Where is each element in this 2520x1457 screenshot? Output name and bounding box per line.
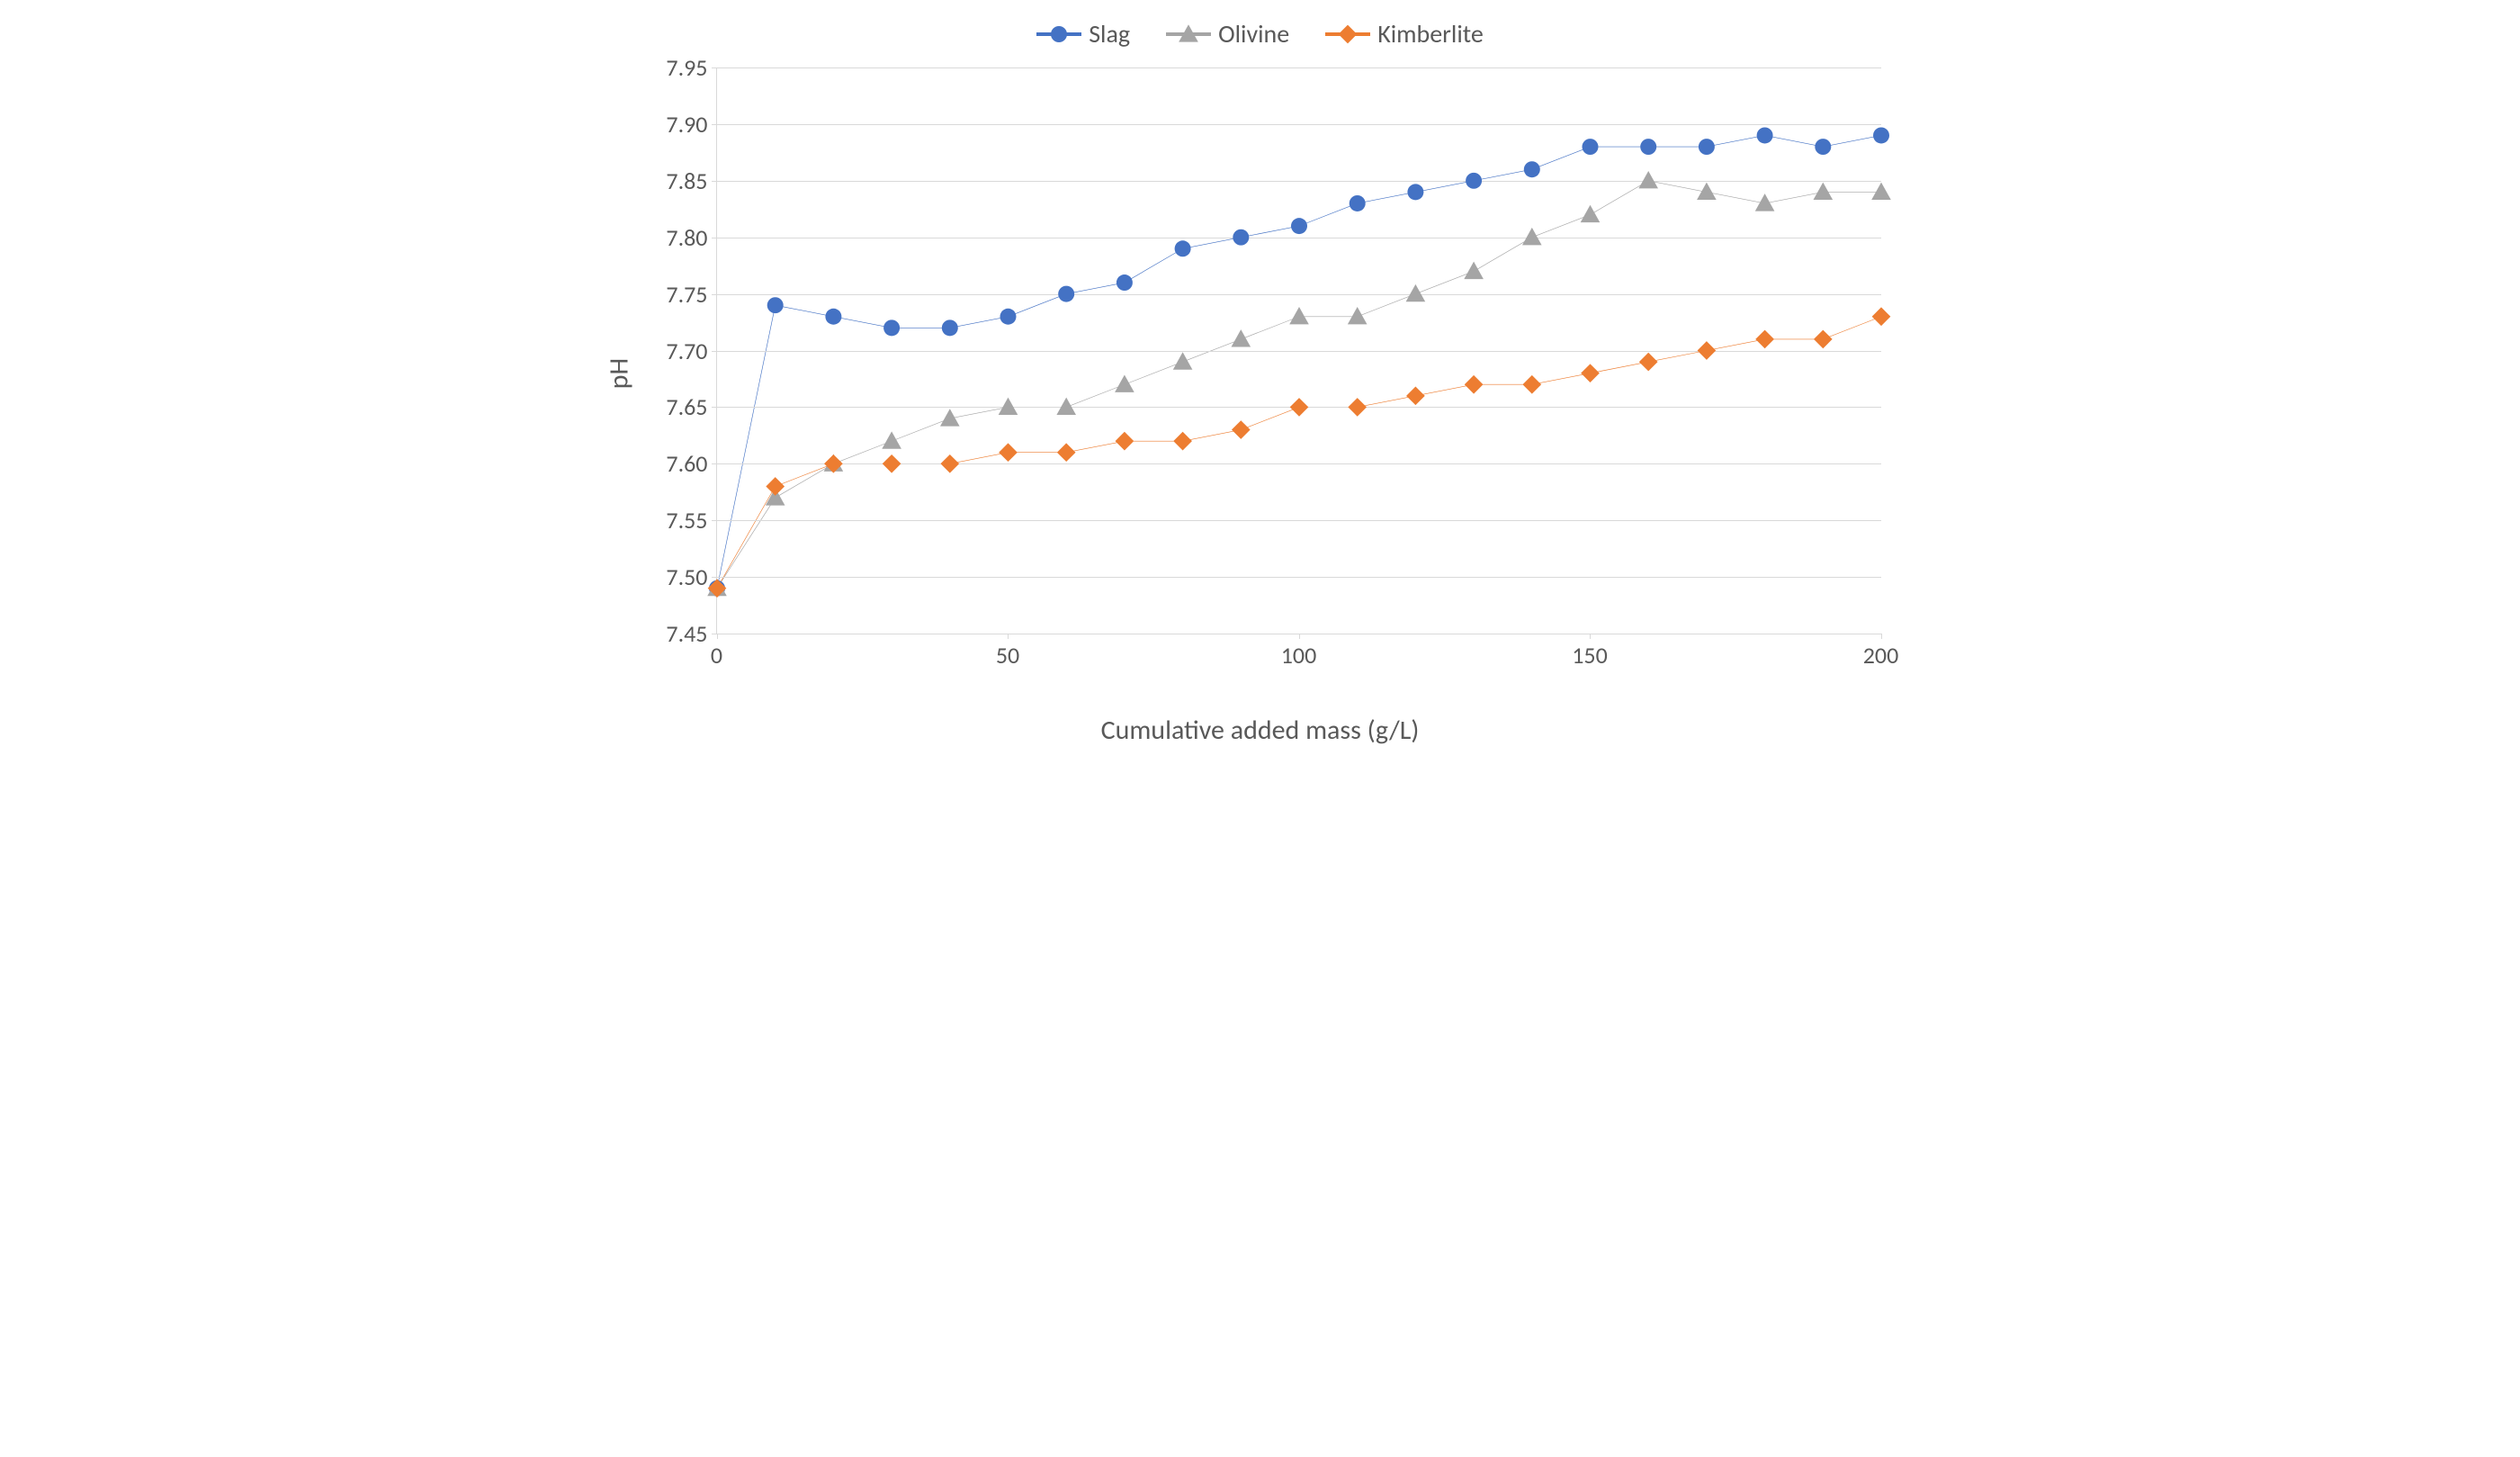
series-marker-slag [1058, 286, 1074, 302]
series-marker-slag [1582, 139, 1598, 155]
series-marker-olivine [940, 409, 960, 426]
legend-item-olivine: Olivine [1166, 18, 1289, 49]
series-marker-kimberlite [1638, 353, 1657, 372]
x-tick-label: 0 [711, 634, 722, 670]
series-marker-slag [767, 297, 783, 313]
series-marker-kimberlite [1755, 330, 1774, 349]
legend-label: Kimberlite [1377, 18, 1484, 49]
series-marker-kimberlite [1697, 341, 1716, 360]
y-tick-label: 7.65 [666, 392, 716, 421]
chart-markers [717, 67, 1881, 634]
series-marker-kimberlite [1056, 443, 1075, 462]
series-marker-kimberlite [1522, 375, 1541, 394]
series-marker-slag [1640, 139, 1656, 155]
series-marker-slag [1233, 229, 1249, 246]
series-marker-olivine [1464, 262, 1484, 279]
y-tick-label: 7.85 [666, 166, 716, 195]
series-marker-olivine [1871, 183, 1891, 200]
series-marker-kimberlite [940, 454, 959, 473]
series-marker-olivine [1405, 284, 1425, 301]
legend-item-slag: Slag [1036, 18, 1130, 49]
series-marker-slag [1174, 240, 1190, 256]
series-marker-olivine [1813, 183, 1833, 200]
y-tick-label: 7.90 [666, 110, 716, 139]
y-tick-label: 7.75 [666, 280, 716, 309]
series-marker-kimberlite [1406, 386, 1425, 405]
y-tick-label: 7.45 [666, 619, 716, 648]
series-marker-slag [941, 319, 957, 336]
series-marker-olivine [1056, 398, 1076, 415]
series-marker-slag [1116, 274, 1132, 291]
series-marker-slag [1407, 184, 1423, 200]
y-tick-label: 7.60 [666, 449, 716, 478]
y-tick-label: 7.80 [666, 223, 716, 252]
series-marker-kimberlite [1464, 375, 1483, 394]
series-marker-slag [1466, 173, 1482, 189]
series-marker-olivine [1697, 183, 1717, 200]
legend-item-kimberlite: Kimberlite [1325, 18, 1484, 49]
series-marker-olivine [1638, 171, 1658, 188]
series-marker-kimberlite [1289, 398, 1308, 417]
legend-label: Slag [1089, 18, 1130, 49]
y-tick-label: 7.70 [666, 337, 716, 365]
series-marker-olivine [1580, 205, 1600, 222]
series-marker-olivine [1289, 307, 1309, 324]
series-marker-slag [1291, 218, 1307, 234]
legend-label: Olivine [1218, 18, 1289, 49]
x-tick-label: 100 [1281, 634, 1317, 670]
series-marker-kimberlite [1581, 364, 1600, 382]
series-marker-slag [883, 319, 900, 336]
x-tick-label: 150 [1572, 634, 1608, 670]
series-marker-slag [1523, 161, 1539, 177]
series-marker-olivine [1754, 193, 1774, 211]
x-tick-label: 200 [1863, 634, 1899, 670]
chart-container: Slag Olivine Kimberlite pH 7.457.507.557… [631, 18, 1890, 747]
y-tick-label: 7.95 [666, 53, 716, 82]
x-axis-label: Cumulative added mass (g/L) [1101, 714, 1420, 747]
y-axis-label: pH [602, 358, 635, 389]
chart-legend: Slag Olivine Kimberlite [631, 18, 1890, 49]
series-marker-slag [825, 309, 841, 325]
series-marker-kimberlite [1231, 420, 1250, 439]
series-marker-kimberlite [1813, 330, 1832, 349]
series-marker-kimberlite [1348, 398, 1367, 417]
series-marker-olivine [1522, 228, 1542, 245]
series-marker-kimberlite [766, 477, 785, 496]
series-marker-slag [1000, 309, 1016, 325]
plot-region: 7.457.507.557.607.657.707.757.807.857.90… [716, 67, 1881, 634]
series-marker-olivine [998, 398, 1018, 415]
series-marker-olivine [1115, 374, 1134, 391]
series-marker-olivine [1347, 307, 1367, 324]
plot-area: pH 7.457.507.557.607.657.707.757.807.857… [631, 67, 1890, 679]
series-marker-slag [1815, 139, 1831, 155]
series-marker-kimberlite [1173, 432, 1192, 451]
series-marker-slag [1698, 139, 1714, 155]
series-marker-kimberlite [882, 454, 901, 473]
series-marker-kimberlite [1115, 432, 1134, 451]
series-marker-slag [1349, 195, 1365, 211]
series-marker-olivine [1231, 329, 1251, 346]
y-tick-label: 7.55 [666, 506, 716, 535]
series-marker-kimberlite [999, 443, 1018, 462]
series-marker-olivine [1172, 352, 1192, 369]
x-tick-label: 50 [996, 634, 1019, 670]
series-marker-kimberlite [1871, 307, 1890, 326]
series-marker-olivine [882, 431, 901, 448]
series-marker-slag [1756, 127, 1772, 143]
series-marker-slag [1873, 127, 1889, 143]
